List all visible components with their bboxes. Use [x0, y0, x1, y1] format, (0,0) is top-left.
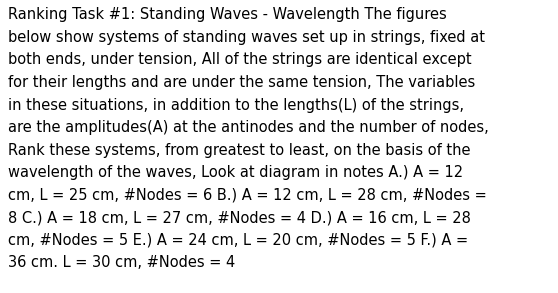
Text: below show systems of standing waves set up in strings, fixed at: below show systems of standing waves set…: [8, 30, 485, 45]
Text: cm, L = 25 cm, #Nodes = 6 B.) A = 12 cm, L = 28 cm, #Nodes =: cm, L = 25 cm, #Nodes = 6 B.) A = 12 cm,…: [8, 188, 487, 203]
Text: wavelength of the waves, Look at diagram in notes A.) A = 12: wavelength of the waves, Look at diagram…: [8, 165, 464, 180]
Text: in these situations, in addition to the lengths(L) of the strings,: in these situations, in addition to the …: [8, 98, 464, 113]
Text: 36 cm. L = 30 cm, #Nodes = 4: 36 cm. L = 30 cm, #Nodes = 4: [8, 255, 235, 270]
Text: 8 C.) A = 18 cm, L = 27 cm, #Nodes = 4 D.) A = 16 cm, L = 28: 8 C.) A = 18 cm, L = 27 cm, #Nodes = 4 D…: [8, 210, 472, 225]
Text: Ranking Task #1: Standing Waves - Wavelength The figures: Ranking Task #1: Standing Waves - Wavele…: [8, 7, 447, 22]
Text: for their lengths and are under the same tension, The variables: for their lengths and are under the same…: [8, 75, 475, 90]
Text: both ends, under tension, All of the strings are identical except: both ends, under tension, All of the str…: [8, 52, 472, 67]
Text: cm, #Nodes = 5 E.) A = 24 cm, L = 20 cm, #Nodes = 5 F.) A =: cm, #Nodes = 5 E.) A = 24 cm, L = 20 cm,…: [8, 233, 469, 248]
Text: are the amplitudes(A) at the antinodes and the number of nodes,: are the amplitudes(A) at the antinodes a…: [8, 120, 489, 135]
Text: Rank these systems, from greatest to least, on the basis of the: Rank these systems, from greatest to lea…: [8, 143, 471, 158]
